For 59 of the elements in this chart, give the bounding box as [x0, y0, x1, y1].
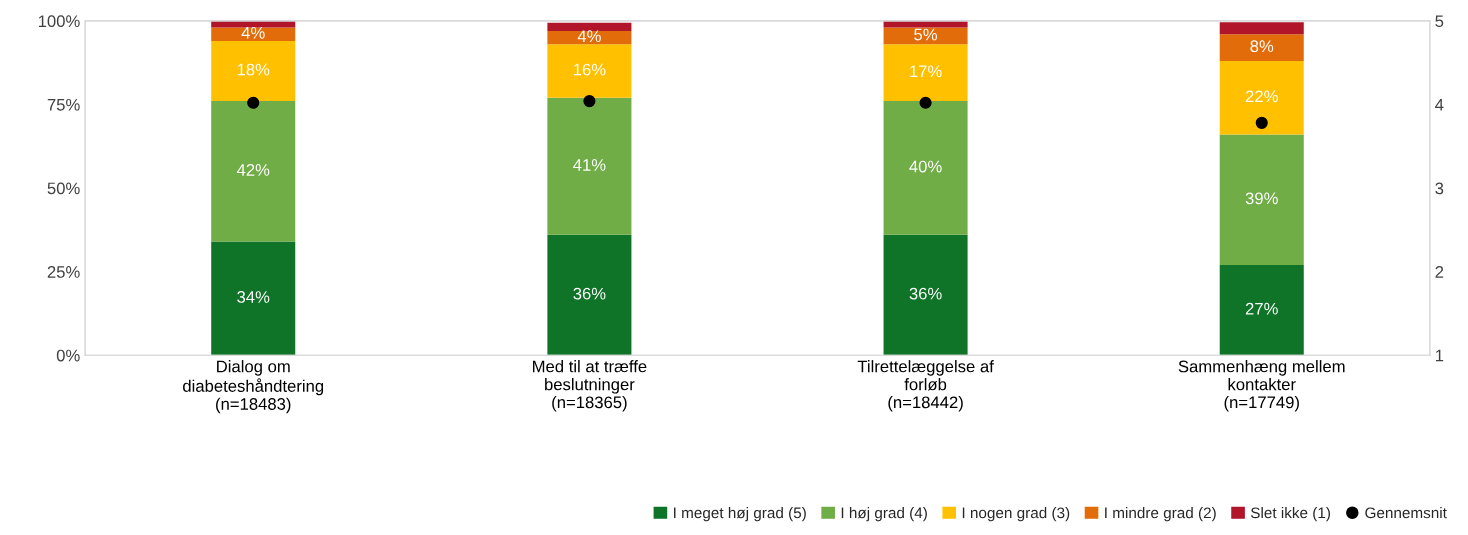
bar — [883, 27, 968, 45]
y-tick-label: 25% — [47, 266, 80, 278]
data-label: 27% — [1245, 302, 1278, 315]
bar — [1219, 22, 1304, 35]
bar — [883, 234, 968, 356]
bar — [547, 97, 632, 235]
data-label: 34% — [237, 291, 270, 303]
data-label: 4% — [241, 26, 265, 39]
data-label: 36% — [909, 287, 942, 300]
bar — [883, 101, 968, 235]
y-tick-label: 50% — [47, 182, 80, 195]
y2-tick-label: 2 — [1435, 266, 1444, 278]
bar — [1219, 60, 1304, 135]
legend-label: Gennemsnit — [1365, 507, 1447, 519]
bar — [1219, 34, 1304, 61]
bar — [547, 44, 632, 98]
y2-tick-label: 1 — [1435, 349, 1444, 362]
bar — [547, 22, 632, 31]
y2-tick-label: 4 — [1435, 99, 1444, 111]
x-tick-label: Dialog om diabeteshåndtering (n=18483) — [183, 360, 324, 414]
y-tick-label: 75% — [47, 98, 80, 111]
point — [583, 95, 596, 108]
y-tick-label: 0% — [56, 349, 80, 362]
bar — [883, 44, 968, 102]
bar — [211, 241, 296, 356]
legend-label: I mindre grad (2) — [1105, 507, 1216, 522]
legend-label: I høj grad (4) — [841, 507, 927, 522]
data-label: 41% — [573, 159, 606, 171]
x-tick-label: Tilrettelæggelse af forløb (n=18442) — [857, 360, 994, 412]
data-label: 36% — [573, 287, 606, 300]
x-tick-label: Sammenhæng mellem kontakter (n=17749) — [1178, 360, 1345, 412]
bar — [211, 101, 296, 242]
bar — [211, 27, 296, 41]
legend-label: I meget høj grad (5) — [674, 507, 806, 522]
bar — [547, 234, 632, 356]
data-label: 42% — [236, 164, 270, 176]
bar — [1219, 264, 1304, 356]
legend-label: Slet ikke (1) — [1250, 507, 1330, 522]
point — [1255, 116, 1268, 129]
bar — [211, 40, 296, 102]
y2-tick-label: 3 — [1435, 182, 1444, 195]
data-label: 8% — [1250, 40, 1274, 53]
data-label: 5% — [914, 28, 938, 41]
data-label: 39% — [1245, 192, 1278, 205]
bar — [1219, 134, 1304, 265]
data-label: 4% — [577, 30, 601, 42]
legend-label: I nogen grad (3) — [962, 507, 1070, 522]
data-label: 17% — [910, 65, 942, 78]
x-tick-label: Med til at træffe beslutninger (n=18365) — [533, 360, 647, 412]
point — [919, 96, 932, 109]
bar — [883, 20, 968, 28]
y-tick-label: 100% — [38, 15, 80, 28]
data-label: 16% — [573, 63, 606, 76]
point — [247, 96, 260, 109]
y2-tick-label: 5 — [1435, 15, 1444, 28]
data-label: 18% — [237, 63, 270, 76]
data-label: 22% — [1245, 90, 1278, 103]
bar — [547, 30, 632, 45]
data-label: 40% — [909, 160, 942, 173]
